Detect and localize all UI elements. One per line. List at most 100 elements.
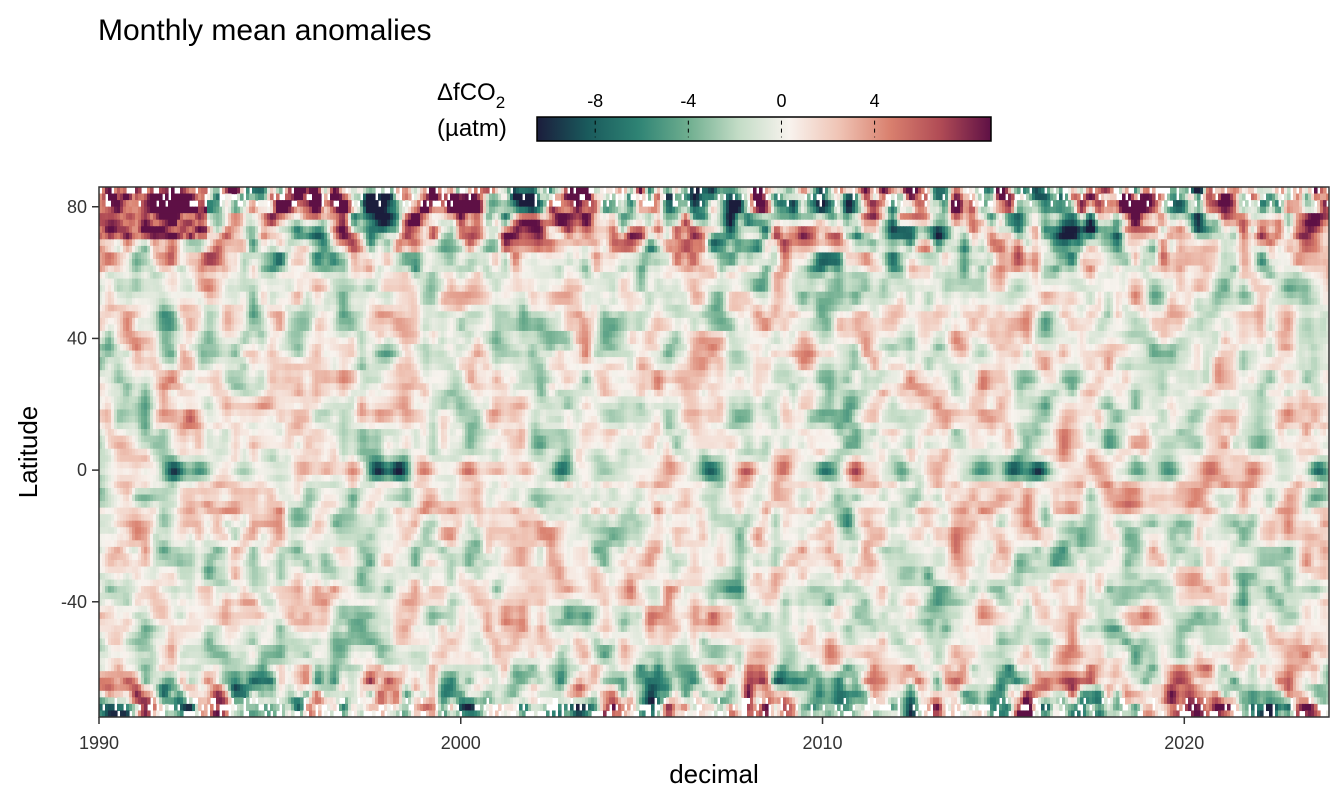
- heatmap-cell: [117, 232, 121, 240]
- heatmap-cell: [624, 200, 628, 208]
- heatmap-cell: [648, 213, 652, 221]
- heatmap-cell: [354, 193, 358, 201]
- heatmap-cell: [573, 213, 577, 221]
- heatmap-cell: [492, 206, 496, 214]
- heatmap-cell: [210, 206, 214, 214]
- heatmap-cell: [879, 187, 883, 195]
- heatmap-cell: [1047, 200, 1051, 208]
- heatmap-cell: [1179, 226, 1183, 234]
- heatmap-cell: [636, 200, 640, 208]
- heatmap-cell: [1179, 193, 1183, 201]
- heatmap-cell: [576, 187, 580, 195]
- heatmap-cell: [633, 213, 637, 221]
- heatmap-cell: [879, 213, 883, 221]
- heatmap-cell: [900, 226, 904, 234]
- heatmap-cell: [900, 206, 904, 214]
- heatmap-cell: [387, 200, 391, 208]
- heatmap-cell: [636, 219, 640, 227]
- heatmap-cell: [111, 213, 115, 221]
- heatmap-cell: [666, 232, 670, 240]
- heatmap-cell: [453, 206, 457, 214]
- heatmap-cell: [324, 213, 328, 221]
- heatmap-cell: [213, 206, 217, 214]
- heatmap-cell: [492, 193, 496, 201]
- heatmap-cell: [1317, 219, 1321, 227]
- heatmap-cell: [1230, 187, 1234, 195]
- heatmap-cell: [1230, 193, 1234, 201]
- heatmap-cell: [282, 226, 286, 234]
- heatmap-cell: [1326, 226, 1329, 234]
- heatmap-cell: [372, 213, 376, 221]
- heatmap-cell: [1191, 200, 1195, 208]
- heatmap-cell: [1200, 213, 1204, 221]
- heatmap-cell: [702, 187, 706, 195]
- heatmap-cell: [801, 200, 805, 208]
- heatmap-cell: [264, 200, 268, 208]
- heatmap-cell: [987, 187, 991, 195]
- heatmap-cell: [738, 206, 742, 214]
- heatmap-cell: [453, 200, 457, 208]
- heatmap-cell: [729, 206, 733, 214]
- heatmap-cell: [645, 206, 649, 214]
- heatmap-cell: [243, 213, 247, 221]
- heatmap-cell: [1059, 219, 1063, 227]
- heatmap-cell: [1035, 213, 1039, 221]
- heatmap-cell: [162, 200, 166, 208]
- heatmap-cell: [1077, 213, 1081, 221]
- heatmap-cell: [897, 226, 901, 234]
- heatmap-cell: [111, 200, 115, 208]
- heatmap-cell: [480, 206, 484, 214]
- heatmap-cell: [1281, 213, 1285, 221]
- heatmap-cell: [420, 193, 424, 201]
- heatmap-cell: [300, 206, 304, 214]
- heatmap-cell: [987, 193, 991, 201]
- heatmap-cell: [393, 213, 397, 221]
- heatmap-cell: [933, 193, 937, 201]
- heatmap-cell: [249, 200, 253, 208]
- heatmap-cell: [825, 206, 829, 214]
- heatmap-cell: [306, 226, 310, 234]
- heatmap-cell: [600, 213, 604, 221]
- heatmap-cell: [1173, 226, 1177, 234]
- heatmap-cell: [936, 219, 940, 227]
- heatmap-cell: [639, 206, 643, 214]
- heatmap-cell: [603, 193, 607, 201]
- heatmap-cell: [537, 219, 541, 227]
- heatmap-cell: [918, 219, 922, 227]
- heatmap-cell: [843, 219, 847, 227]
- heatmap-cell: [564, 193, 568, 201]
- heatmap-cell: [159, 213, 163, 221]
- heatmap-cell: [708, 206, 712, 214]
- heatmap-cell: [678, 232, 682, 240]
- heatmap-cell: [258, 213, 262, 221]
- heatmap-cell: [927, 206, 931, 214]
- heatmap-cell: [144, 219, 148, 227]
- heatmap-cell: [168, 232, 172, 240]
- heatmap-cell: [363, 206, 367, 214]
- heatmap-cell: [348, 193, 352, 201]
- heatmap-cell: [1032, 213, 1036, 221]
- heatmap-cell: [426, 213, 430, 221]
- heatmap-cell: [771, 187, 775, 195]
- heatmap-cell: [564, 232, 568, 240]
- heatmap-cell: [1239, 200, 1243, 208]
- heatmap-cell: [1206, 206, 1210, 214]
- heatmap-cell: [1041, 226, 1045, 234]
- heatmap-cell: [1191, 226, 1195, 234]
- heatmap-cell: [1293, 226, 1297, 234]
- heatmap-cell: [729, 232, 733, 240]
- heatmap-cell: [483, 226, 487, 234]
- heatmap-cell: [807, 187, 811, 195]
- heatmap-cell: [1038, 226, 1042, 234]
- heatmap-cell: [930, 187, 934, 195]
- heatmap-cell: [1233, 206, 1237, 214]
- heatmap-cell: [690, 213, 694, 221]
- heatmap-cell: [1260, 213, 1264, 221]
- heatmap-cell: [609, 219, 613, 227]
- heatmap-cell: [948, 226, 952, 234]
- heatmap-cell: [909, 206, 913, 214]
- heatmap-cell: [1176, 226, 1180, 234]
- heatmap-cell: [915, 187, 919, 195]
- heatmap-cell: [732, 226, 736, 234]
- heatmap-cell: [765, 206, 769, 214]
